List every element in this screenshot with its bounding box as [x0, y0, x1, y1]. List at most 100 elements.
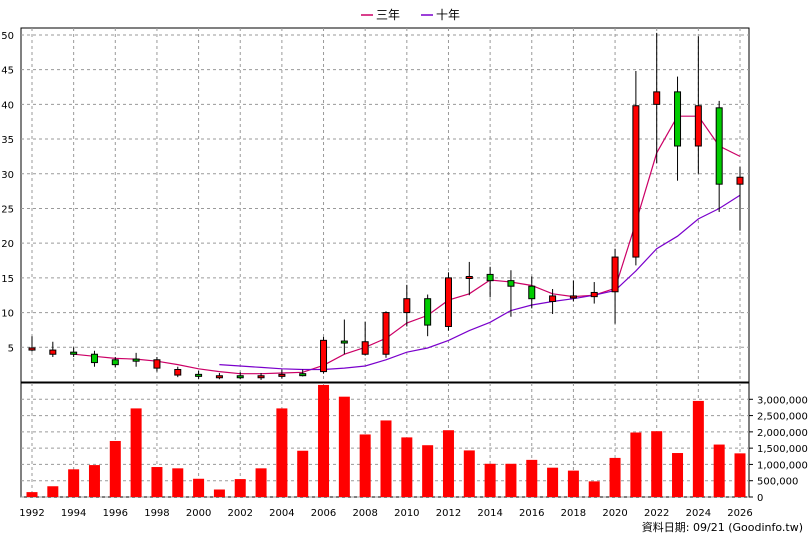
price-y-tick-label: 45 — [1, 66, 14, 77]
price-y-tick-label: 20 — [1, 239, 14, 250]
source-footer: 資料日期: 09/21 (Goodinfo.tw) — [642, 520, 803, 534]
x-tick-label: 1994 — [61, 508, 86, 519]
candle-body — [736, 176, 744, 185]
price-y-tick-label: 30 — [1, 170, 14, 181]
candle — [90, 350, 98, 367]
volume-bar — [734, 453, 746, 497]
volume-bar — [255, 468, 267, 497]
volume-bar — [567, 470, 579, 497]
price-y-tick-label: 15 — [1, 274, 14, 285]
candle — [653, 32, 661, 164]
volume-y-tick-label: 1,500,000 — [757, 444, 808, 455]
candle-body — [590, 291, 598, 298]
volume-bar — [672, 453, 684, 497]
price-panel: 5 10 15 20 25 30 35 40 45 50 — [1, 27, 750, 383]
x-tick-label: 2014 — [477, 508, 502, 519]
candle-body — [257, 375, 265, 379]
volume-bar — [297, 450, 309, 497]
volume-bar — [692, 400, 704, 497]
candle — [694, 36, 702, 174]
candle — [111, 357, 119, 368]
candle — [278, 369, 286, 379]
price-y-tick-label: 40 — [1, 100, 14, 111]
volume-bar — [630, 432, 642, 497]
candle — [465, 261, 473, 296]
volume-bar — [47, 486, 59, 497]
candle-body — [611, 256, 619, 293]
x-tick-label: 2018 — [561, 508, 586, 519]
candle-body — [278, 373, 286, 377]
candle — [444, 272, 452, 331]
volume-bar — [26, 492, 38, 497]
x-tick-label: 2026 — [727, 508, 752, 519]
candle — [153, 357, 161, 372]
price-y-axis: 5 10 15 20 25 30 35 40 45 50 — [1, 31, 14, 354]
candle — [674, 76, 682, 181]
volume-panel: 0 500,000 1,000,000 1,500,000 2,000,000 2,500… — [20, 382, 808, 504]
candle — [632, 71, 640, 266]
candle-body — [49, 349, 57, 355]
candle-body — [70, 351, 78, 355]
candle-body — [90, 353, 98, 364]
volume-y-tick-label: 0 — [757, 493, 763, 504]
volume-y-tick-label: 2,000,000 — [757, 428, 808, 439]
volume-bar — [380, 420, 392, 497]
volume-bars — [26, 384, 746, 497]
candle-body — [486, 273, 494, 282]
candle — [174, 366, 182, 378]
candle-body — [153, 359, 161, 369]
volume-bar — [193, 478, 205, 497]
candle — [340, 319, 348, 355]
candle-body — [528, 285, 536, 300]
candle — [528, 276, 536, 309]
candle-body — [215, 375, 223, 379]
price-y-tick-label: 10 — [1, 309, 14, 320]
candle-body — [195, 373, 203, 377]
x-tick-label: 2006 — [311, 508, 336, 519]
candle-body — [653, 91, 661, 105]
volume-bar — [401, 437, 413, 497]
volume-bar — [526, 459, 538, 497]
legend: 三年 十年 — [361, 8, 460, 22]
candle-body — [549, 295, 557, 302]
candle — [195, 370, 203, 380]
x-tick-label: 2022 — [644, 508, 669, 519]
x-tick-label: 1996 — [103, 508, 128, 519]
x-tick-label: 1992 — [19, 508, 44, 519]
volume-y-axis: 0 500,000 1,000,000 1,500,000 2,000,000 2,500… — [749, 395, 808, 504]
candle — [320, 336, 328, 374]
volume-bar — [68, 469, 80, 497]
candle-body — [403, 298, 411, 314]
candle — [215, 372, 223, 380]
volume-bar — [276, 408, 288, 497]
candle — [382, 311, 390, 358]
x-tick-label: 2008 — [352, 508, 377, 519]
candle — [486, 266, 494, 298]
candle — [424, 294, 432, 337]
candle-body — [132, 358, 140, 362]
candle-body — [674, 91, 682, 147]
candle — [715, 100, 723, 212]
candle — [590, 282, 598, 304]
ma-line-10y — [219, 194, 741, 371]
price-y-tick-label: 50 — [1, 31, 14, 42]
candle — [70, 347, 78, 358]
candle-body — [340, 340, 348, 344]
candle-body — [361, 341, 369, 355]
x-axis: 1992 1994 1996 1998 2000 2002 2004 2006 2008 2010… — [19, 508, 752, 519]
x-tick-label: 2016 — [519, 508, 544, 519]
candle-body — [444, 277, 452, 327]
x-tick-label: 2010 — [394, 508, 419, 519]
candle-body — [299, 373, 307, 377]
volume-bar — [88, 465, 100, 497]
volume-bar — [505, 463, 517, 497]
candle-body — [507, 280, 515, 287]
volume-bar — [463, 450, 475, 497]
candle-body — [320, 339, 328, 373]
volume-y-tick-label: 1,000,000 — [757, 460, 808, 471]
candle — [361, 321, 369, 356]
volume-bar — [338, 396, 350, 497]
volume-bar — [234, 479, 246, 497]
volume-y-tick-label: 500,000 — [757, 477, 798, 488]
